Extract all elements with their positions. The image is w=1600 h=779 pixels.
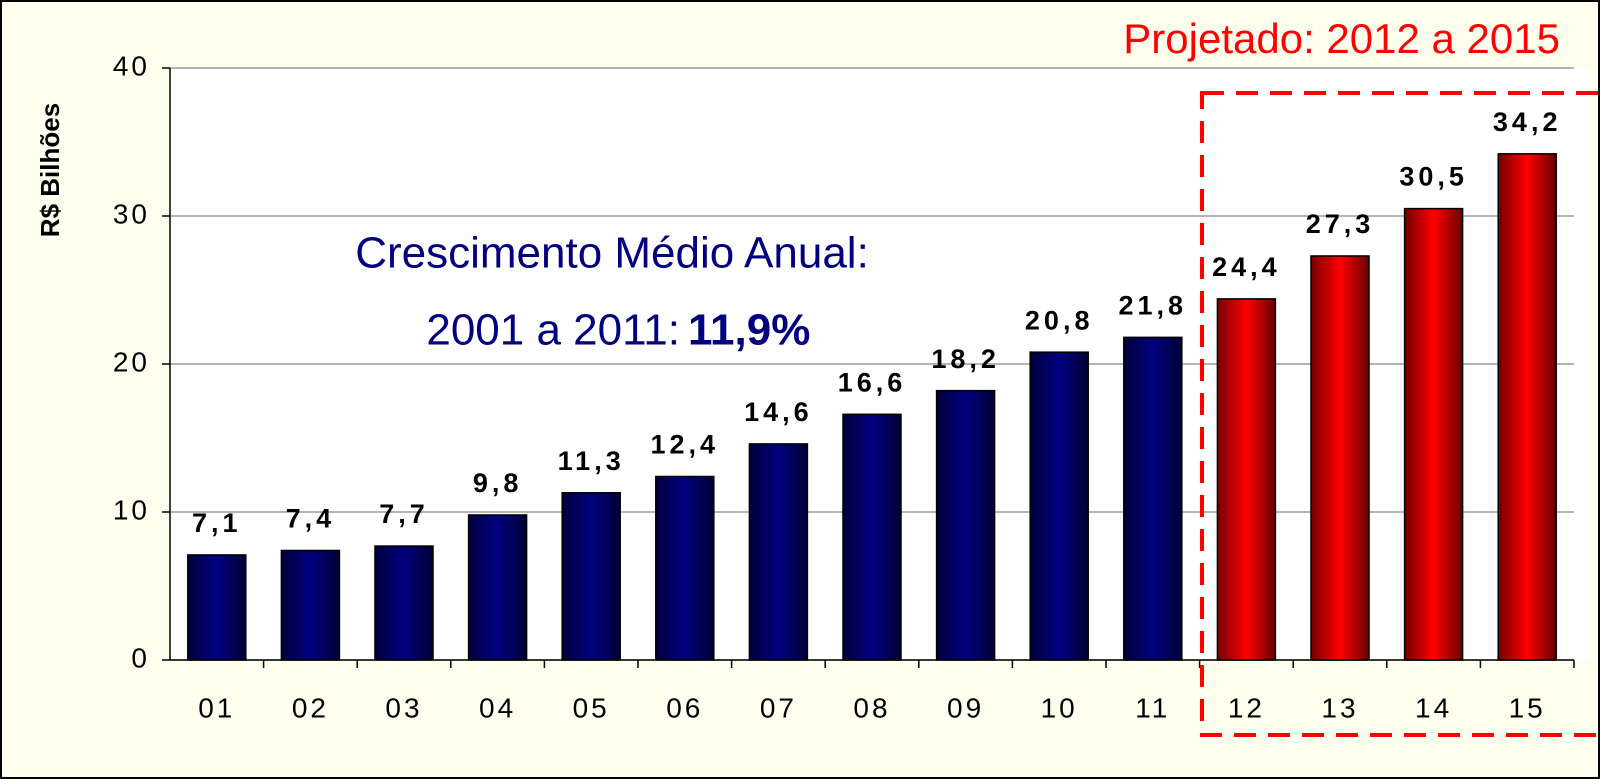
y-tick-label: 0 [131,642,150,673]
value-label: 27,3 [1306,209,1375,239]
value-label: 7,4 [286,504,336,534]
bar [280,549,341,661]
bar [374,545,434,661]
x-tick-label: 04 [479,692,516,723]
x-tick-label: 01 [198,692,235,723]
value-label: 18,2 [931,344,1000,374]
y-tick-label: 40 [113,50,150,81]
y-tick-label: 20 [113,346,150,377]
value-label: 21,8 [1119,290,1188,320]
x-tick-label: 11 [1135,692,1170,723]
bar [1497,153,1557,661]
x-tick-label: 15 [1509,692,1546,723]
value-label: 30,5 [1399,162,1468,192]
value-label: 12,4 [651,430,720,460]
x-tick-label: 03 [385,692,422,723]
bar [1123,336,1183,661]
bar [655,475,715,661]
y-tick-label: 10 [113,494,150,525]
x-tick-label: 07 [760,692,797,723]
value-label: 16,6 [838,367,907,397]
bar [748,443,809,661]
x-tick-label: 02 [292,692,329,723]
bar [187,554,247,661]
bar [935,389,996,661]
x-tick-label: 14 [1415,692,1452,723]
annotation: 2001 a 2011: [426,306,680,355]
annotation: Projetado: 2012 a 2015 [1123,15,1560,62]
x-tick-label: 12 [1228,692,1265,723]
value-label: 34,2 [1493,107,1562,137]
value-label: 7,7 [379,499,429,529]
bar [1216,298,1277,661]
value-label: 9,8 [473,468,523,498]
bar [1403,207,1464,661]
bar [842,413,902,661]
bar [1029,351,1089,661]
bar [467,514,528,661]
value-label: 11,3 [558,446,625,476]
y-axis-label: R$ Bilhões [35,103,65,237]
x-tick-label: 10 [1041,692,1078,723]
x-tick-label: 09 [947,692,984,723]
value-label: 20,8 [1025,305,1094,335]
annotation: Crescimento Médio Anual: [355,229,869,278]
value-label: 24,4 [1212,252,1281,282]
annotation: 11,9% [688,306,810,355]
x-tick-label: 05 [573,692,610,723]
projection-box [1200,91,1600,737]
value-label: 14,6 [744,397,813,427]
bar [1310,255,1370,661]
x-tick-label: 13 [1321,692,1358,723]
value-label: 7,1 [192,508,242,538]
x-tick-label: 06 [666,692,703,723]
bar [561,492,621,661]
y-tick-label: 30 [113,198,150,229]
x-tick-label: 08 [853,692,890,723]
